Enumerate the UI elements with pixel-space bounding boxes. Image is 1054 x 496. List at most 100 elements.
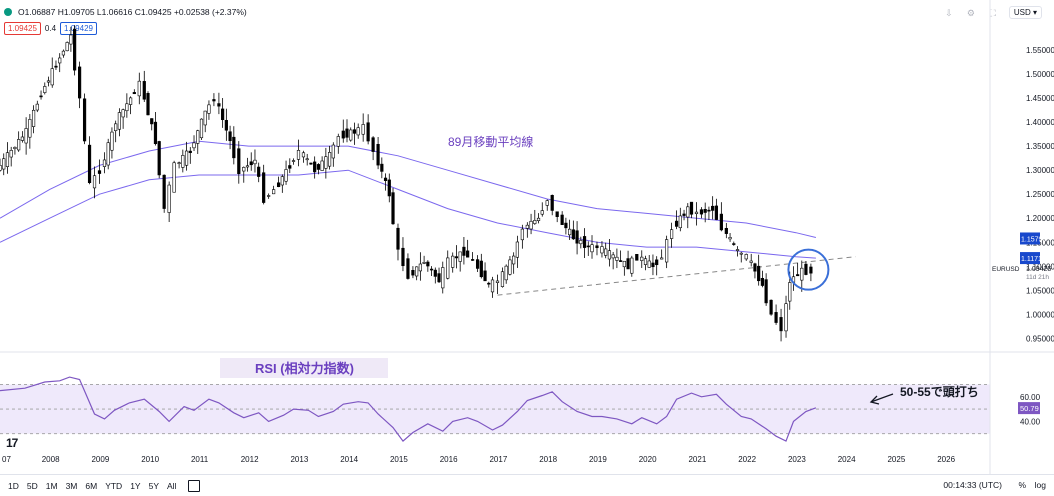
time-tick-label: 2008 bbox=[42, 455, 60, 464]
range-3m[interactable]: 3M bbox=[65, 480, 78, 491]
candle-body bbox=[331, 144, 335, 159]
currency-label: USD bbox=[1013, 8, 1031, 17]
candle-body bbox=[764, 279, 768, 304]
candle-body bbox=[744, 254, 748, 260]
ma-value-blue: 1.09429 bbox=[60, 22, 97, 35]
time-tick-label: 2025 bbox=[887, 455, 905, 464]
candle-body bbox=[660, 257, 664, 260]
range-5y[interactable]: 5Y bbox=[148, 480, 159, 491]
ma-legend: 1.09425 0.4 1.09429 bbox=[4, 22, 97, 35]
candle-body bbox=[341, 130, 345, 139]
candle-body bbox=[635, 254, 639, 261]
candle-body bbox=[87, 144, 92, 183]
candle-body bbox=[102, 159, 107, 167]
candle-body bbox=[788, 282, 792, 302]
time-tick-label: 2014 bbox=[340, 455, 358, 464]
tradingview-logo: 17 bbox=[6, 436, 18, 450]
status-dot-icon bbox=[4, 8, 12, 16]
candle-body bbox=[324, 156, 328, 169]
candle-body bbox=[500, 271, 505, 287]
time-tick-label: 2011 bbox=[191, 455, 209, 464]
price-tick-label: 1.30000 bbox=[1026, 166, 1054, 175]
range-1d[interactable]: 1D bbox=[8, 480, 19, 491]
candle-body bbox=[316, 164, 320, 170]
candle-body bbox=[177, 162, 181, 164]
candle-body bbox=[272, 189, 276, 195]
candle-body bbox=[406, 258, 410, 279]
candle-body bbox=[651, 262, 655, 268]
candle-body bbox=[28, 119, 32, 138]
candle-body bbox=[17, 139, 21, 151]
top-right-controls: ⇩ ⚙ ⛶ USD ▾ bbox=[943, 6, 1042, 19]
settings-gear-icon[interactable]: ⚙ bbox=[966, 7, 975, 18]
price-tick-label: 1.05000 bbox=[1026, 286, 1054, 295]
time-tick-label: 2013 bbox=[290, 455, 308, 464]
rsi-label-bg bbox=[220, 358, 388, 378]
fullscreen-icon[interactable]: ⛶ bbox=[989, 7, 997, 18]
candle-body bbox=[106, 142, 110, 166]
candle-body bbox=[774, 312, 778, 323]
candle-body bbox=[196, 130, 200, 144]
candle-body bbox=[137, 80, 141, 97]
candle-body bbox=[69, 34, 73, 45]
time-tick-label: 2017 bbox=[489, 455, 507, 464]
time-tick-label: 2024 bbox=[838, 455, 856, 464]
candle-body bbox=[433, 269, 437, 277]
candle-body bbox=[694, 211, 699, 215]
candle-body bbox=[257, 166, 261, 177]
candle-body bbox=[291, 160, 296, 162]
candle-body bbox=[784, 303, 788, 332]
candle-body bbox=[232, 136, 236, 159]
ma-lower-tag: 1.11711 bbox=[1021, 256, 1045, 263]
price-tick-label: 1.45000 bbox=[1026, 94, 1054, 103]
candle-body bbox=[611, 254, 615, 259]
price-tick-label: 1.55000 bbox=[1026, 46, 1054, 55]
range-all[interactable]: All bbox=[167, 480, 177, 491]
currency-select[interactable]: USD ▾ bbox=[1008, 6, 1042, 19]
candle-body bbox=[114, 123, 118, 132]
range-6m[interactable]: 6M bbox=[85, 480, 98, 491]
candle-body bbox=[545, 200, 549, 206]
candle-body bbox=[380, 163, 384, 172]
candle-body bbox=[24, 128, 28, 144]
candle-body bbox=[575, 230, 579, 244]
candle-body bbox=[356, 127, 360, 136]
candle-body bbox=[237, 148, 241, 175]
candle-body bbox=[46, 80, 51, 83]
arrow-down-icon[interactable]: ⇩ bbox=[945, 7, 953, 18]
candle-body bbox=[800, 267, 804, 281]
percent-toggle[interactable]: % bbox=[1018, 480, 1026, 490]
candle-body bbox=[146, 93, 150, 116]
range-ytd[interactable]: YTD bbox=[105, 480, 123, 491]
candle-body bbox=[172, 162, 176, 193]
candle-body bbox=[441, 267, 445, 289]
candle-body bbox=[670, 229, 674, 239]
log-toggle[interactable]: log bbox=[1034, 480, 1046, 490]
range-1m[interactable]: 1M bbox=[45, 480, 58, 491]
ohlc-text: O1.06887 H1.09705 L1.06616 C1.09425 +0.0… bbox=[18, 7, 247, 17]
time-tick-label: 2015 bbox=[390, 455, 408, 464]
chart-canvas[interactable]: 89月移動平均線 RSI (相対力指数) 50-55で頭打ち 1.55000 1.50… bbox=[0, 0, 1054, 474]
candle-body bbox=[245, 165, 250, 168]
candle-body bbox=[536, 217, 541, 221]
rsi-current-tag: 50.79 bbox=[1020, 404, 1039, 413]
countdown-label: 11d 21h bbox=[1026, 274, 1049, 281]
candle-body bbox=[61, 50, 66, 56]
candle-body bbox=[640, 256, 644, 261]
candle-body bbox=[391, 192, 395, 225]
ma-upper-tag: 1.15790 bbox=[1021, 236, 1046, 243]
ma-lower-tag-bg bbox=[1020, 252, 1040, 265]
time-tick-label: 2012 bbox=[241, 455, 259, 464]
candle-body bbox=[212, 99, 216, 102]
candle-body bbox=[253, 159, 257, 165]
candle-body bbox=[533, 220, 537, 224]
candle-body bbox=[560, 214, 564, 225]
candle-body bbox=[703, 208, 707, 213]
candle-body bbox=[757, 265, 761, 282]
time-tick-label: 2010 bbox=[141, 455, 159, 464]
bottom-toolbar: 1D 5D 1M 3M 6M YTD 1Y 5Y All 00:14:33 (U… bbox=[0, 474, 1054, 496]
range-5d[interactable]: 5D bbox=[26, 480, 38, 491]
candle-body bbox=[615, 256, 619, 261]
range-1y[interactable]: 1Y bbox=[130, 480, 141, 491]
calendar-icon[interactable] bbox=[188, 479, 201, 492]
